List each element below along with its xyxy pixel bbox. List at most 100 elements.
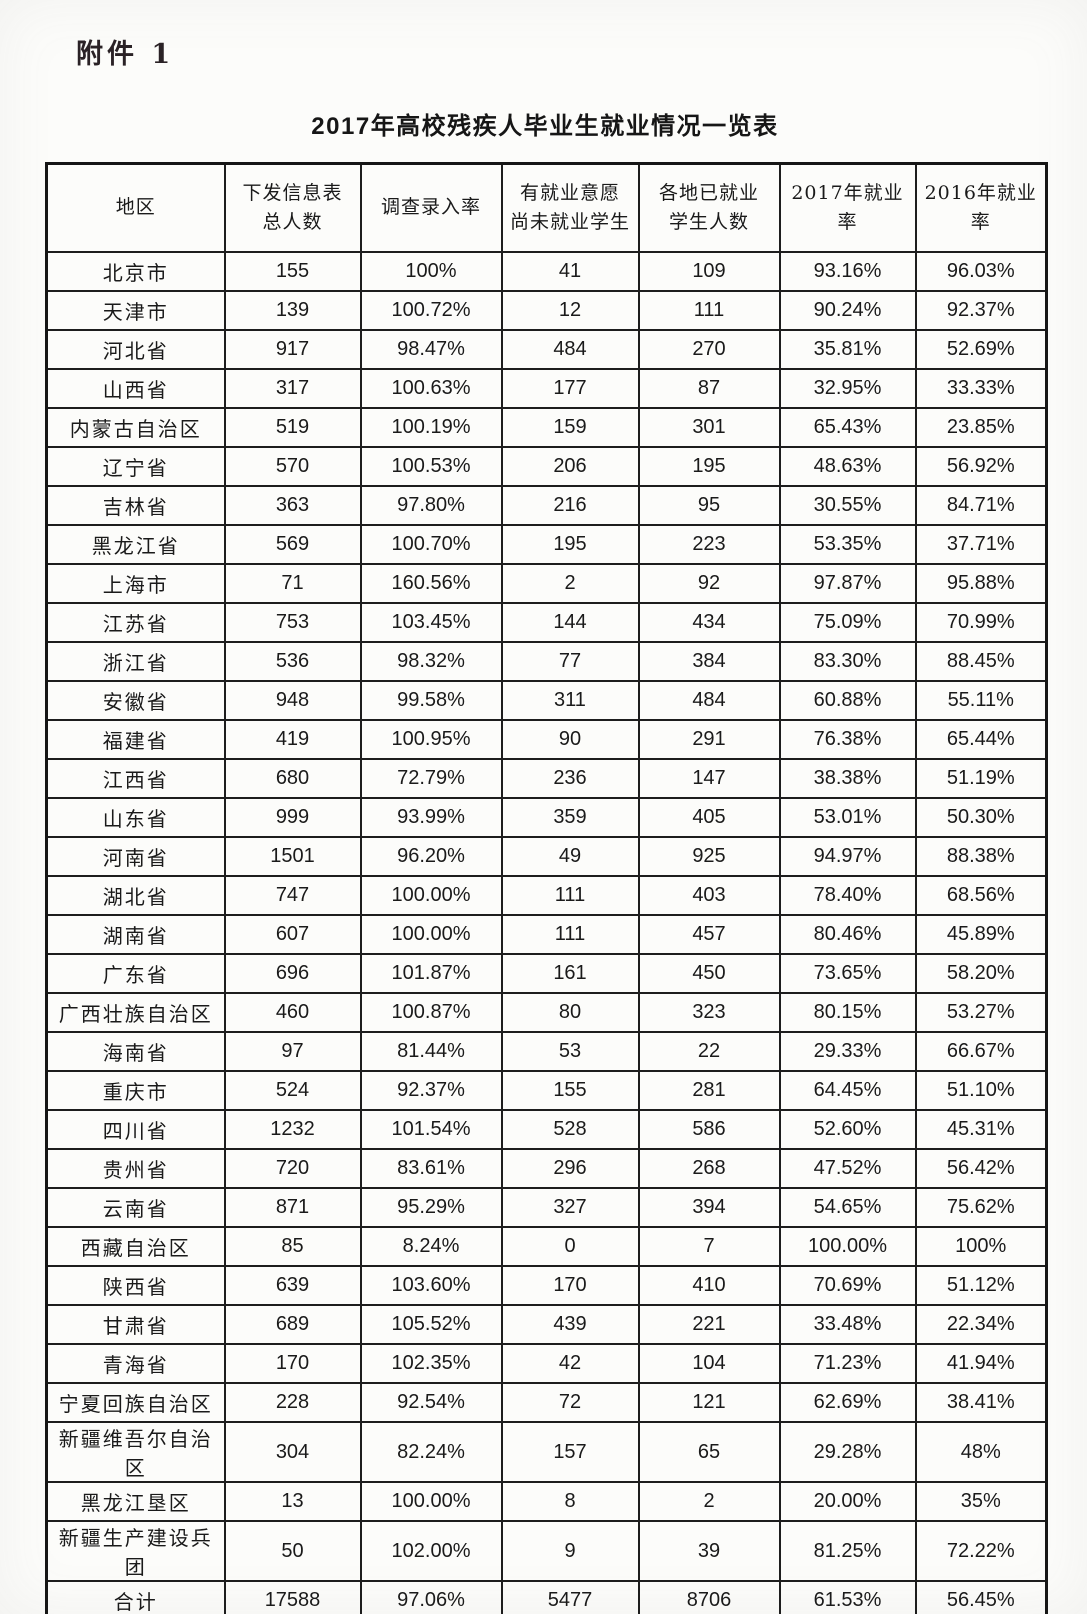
employment-table: 地区 下发信息表 总人数 调查录入率 有就业意愿 尚未就业学生 各地已就业 学生… (45, 162, 1048, 1614)
rate-2017-cell: 30.55% (778, 485, 917, 526)
employed-count-cell: 586 (637, 1109, 781, 1150)
survey-entry-rate-cell: 95.29% (359, 1187, 503, 1228)
region-cell: 湖南省 (45, 914, 226, 955)
survey-entry-rate-cell: 8.24% (359, 1226, 503, 1267)
region-cell: 云南省 (45, 1187, 226, 1228)
employed-count-cell: 109 (637, 251, 781, 292)
survey-entry-rate-cell: 103.60% (359, 1265, 503, 1306)
rate-2016-cell: 45.89% (914, 914, 1048, 955)
table-row: 青海省 170 102.35% 42 104 71.23% 41.94% (45, 1343, 1048, 1384)
total-count-cell: 155 (223, 251, 362, 292)
survey-entry-rate-cell: 72.79% (359, 758, 503, 799)
region-cell: 河北省 (45, 329, 226, 370)
rate-2017-cell: 78.40% (778, 875, 917, 916)
rate-2016-cell: 95.88% (914, 563, 1048, 604)
total-count-cell: 317 (223, 368, 362, 409)
rate-2017-cell: 80.46% (778, 914, 917, 955)
survey-entry-rate-cell: 97.80% (359, 485, 503, 526)
willing-unemployed-cell: 77 (500, 641, 640, 682)
rate-2017-cell: 53.35% (778, 524, 917, 565)
total-count-cell: 607 (223, 914, 362, 955)
rate-2016-cell: 88.45% (914, 641, 1048, 682)
table-row: 内蒙古自治区 519 100.19% 159 301 65.43% 23.85% (45, 407, 1048, 448)
survey-entry-rate-cell: 97.06% (359, 1580, 503, 1614)
table-row: 广东省 696 101.87% 161 450 73.65% 58.20% (45, 953, 1048, 994)
survey-entry-rate-cell: 96.20% (359, 836, 503, 877)
employed-count-cell: 281 (637, 1070, 781, 1111)
rate-2016-cell: 52.69% (914, 329, 1048, 370)
total-count-cell: 1232 (223, 1109, 362, 1150)
table-row: 江西省 680 72.79% 236 147 38.38% 51.19% (45, 758, 1048, 799)
rate-2017-cell: 53.01% (778, 797, 917, 838)
rate-2016-cell: 75.62% (914, 1187, 1048, 1228)
table-row: 新疆生产建设兵团 50 102.00% 9 39 81.25% 72.22% (45, 1520, 1048, 1582)
rate-2016-cell: 45.31% (914, 1109, 1048, 1150)
region-cell: 广西壮族自治区 (45, 992, 226, 1033)
survey-entry-rate-cell: 100.87% (359, 992, 503, 1033)
rate-2016-cell: 56.42% (914, 1148, 1048, 1189)
employed-count-cell: 121 (637, 1382, 781, 1423)
survey-entry-rate-cell: 100.72% (359, 290, 503, 331)
total-count-cell: 1501 (223, 836, 362, 877)
rate-2016-cell: 55.11% (914, 680, 1048, 721)
willing-unemployed-cell: 177 (500, 368, 640, 409)
rate-2017-cell: 32.95% (778, 368, 917, 409)
table-row: 陕西省 639 103.60% 170 410 70.69% 51.12% (45, 1265, 1048, 1306)
rate-2016-cell: 58.20% (914, 953, 1048, 994)
rate-2017-cell: 20.00% (778, 1481, 917, 1522)
table-row: 云南省 871 95.29% 327 394 54.65% 75.62% (45, 1187, 1048, 1228)
willing-unemployed-cell: 359 (500, 797, 640, 838)
region-cell: 西藏自治区 (45, 1226, 226, 1267)
rate-2016-cell: 51.10% (914, 1070, 1048, 1111)
willing-unemployed-cell: 5477 (500, 1580, 640, 1614)
willing-unemployed-cell: 9 (500, 1520, 640, 1582)
header-employed-count: 各地已就业 学生人数 (637, 162, 781, 253)
rate-2016-cell: 65.44% (914, 719, 1048, 760)
willing-unemployed-cell: 41 (500, 251, 640, 292)
willing-unemployed-cell: 2 (500, 563, 640, 604)
header-total-count: 下发信息表 总人数 (223, 162, 362, 253)
table-row: 河南省 1501 96.20% 49 925 94.97% 88.38% (45, 836, 1048, 877)
rate-2017-cell: 70.69% (778, 1265, 917, 1306)
employed-count-cell: 147 (637, 758, 781, 799)
willing-unemployed-cell: 155 (500, 1070, 640, 1111)
region-cell: 青海省 (45, 1343, 226, 1384)
rate-2016-cell: 33.33% (914, 368, 1048, 409)
employed-count-cell: 270 (637, 329, 781, 370)
table-body: 北京市 155 100% 41 109 93.16% 96.03% 天津市 13… (45, 251, 1048, 1614)
willing-unemployed-cell: 236 (500, 758, 640, 799)
table-header-row: 地区 下发信息表 总人数 调查录入率 有就业意愿 尚未就业学生 各地已就业 学生… (45, 162, 1048, 253)
total-count-cell: 570 (223, 446, 362, 487)
region-cell: 黑龙江垦区 (45, 1481, 226, 1522)
total-count-cell: 948 (223, 680, 362, 721)
willing-unemployed-cell: 111 (500, 914, 640, 955)
rate-2017-cell: 61.53% (778, 1580, 917, 1614)
survey-entry-rate-cell: 160.56% (359, 563, 503, 604)
rate-2017-cell: 73.65% (778, 953, 917, 994)
rate-2017-cell: 38.38% (778, 758, 917, 799)
region-cell: 山西省 (45, 368, 226, 409)
employed-count-cell: 87 (637, 368, 781, 409)
survey-entry-rate-cell: 100% (359, 251, 503, 292)
willing-unemployed-cell: 170 (500, 1265, 640, 1306)
employed-count-cell: 22 (637, 1031, 781, 1072)
survey-entry-rate-cell: 102.35% (359, 1343, 503, 1384)
table-row: 海南省 97 81.44% 53 22 29.33% 66.67% (45, 1031, 1048, 1072)
total-count-cell: 569 (223, 524, 362, 565)
survey-entry-rate-cell: 101.87% (359, 953, 503, 994)
employed-count-cell: 221 (637, 1304, 781, 1345)
rate-2016-cell: 38.41% (914, 1382, 1048, 1423)
rate-2017-cell: 52.60% (778, 1109, 917, 1150)
header-region: 地区 (45, 162, 226, 253)
table-row: 浙江省 536 98.32% 77 384 83.30% 88.45% (45, 641, 1048, 682)
employed-count-cell: 8706 (637, 1580, 781, 1614)
total-count-cell: 871 (223, 1187, 362, 1228)
willing-unemployed-cell: 80 (500, 992, 640, 1033)
region-cell: 天津市 (45, 290, 226, 331)
employed-count-cell: 484 (637, 680, 781, 721)
rate-2016-cell: 96.03% (914, 251, 1048, 292)
survey-entry-rate-cell: 82.24% (359, 1421, 503, 1483)
rate-2016-cell: 48% (914, 1421, 1048, 1483)
total-count-cell: 85 (223, 1226, 362, 1267)
